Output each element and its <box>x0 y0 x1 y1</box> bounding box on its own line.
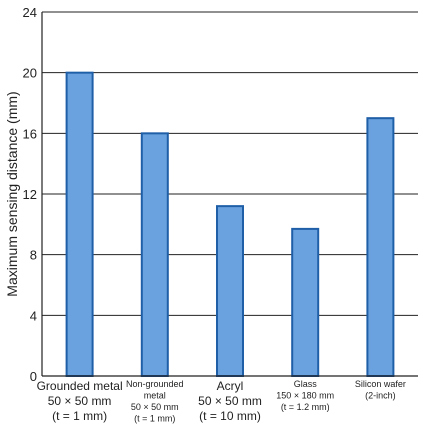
grid-lines <box>42 11 418 316</box>
y-tick-label: 12 <box>23 187 37 202</box>
x-category-label: Silicon wafer (2-inch) <box>355 379 406 401</box>
bars <box>65 71 395 378</box>
y-tick-label: 8 <box>30 248 37 263</box>
y-axis-label: Maximum sensing distance (mm) <box>4 91 20 296</box>
y-tick-label: 0 <box>30 369 37 384</box>
x-category-labels: Grounded metal 50 × 50 mm (t = 1 mm)Non-gr… <box>37 379 406 424</box>
y-tick-label: 16 <box>23 126 37 141</box>
bar <box>65 71 94 378</box>
y-tick-labels: 0 4 8 12 16 20 24 <box>23 5 37 384</box>
x-category-label: Acryl 50 × 50 mm (t = 10 mm) <box>198 379 262 423</box>
axes <box>41 12 418 377</box>
bar <box>140 132 169 377</box>
y-tick-label: 20 <box>23 66 37 81</box>
x-category-label: Glass 150 × 180 mm (t = 1.2 mm) <box>276 379 334 412</box>
bar <box>291 227 320 377</box>
x-category-label: Grounded metal 50 × 50 mm (t = 1 mm) <box>37 379 123 423</box>
y-tick-label: 4 <box>30 308 37 323</box>
y-tick-label: 24 <box>23 5 37 20</box>
bar <box>216 205 244 377</box>
bar <box>366 117 395 378</box>
x-category-label: Non-grounded metal 50 × 50 mm (t = 1 mm) <box>126 379 184 424</box>
